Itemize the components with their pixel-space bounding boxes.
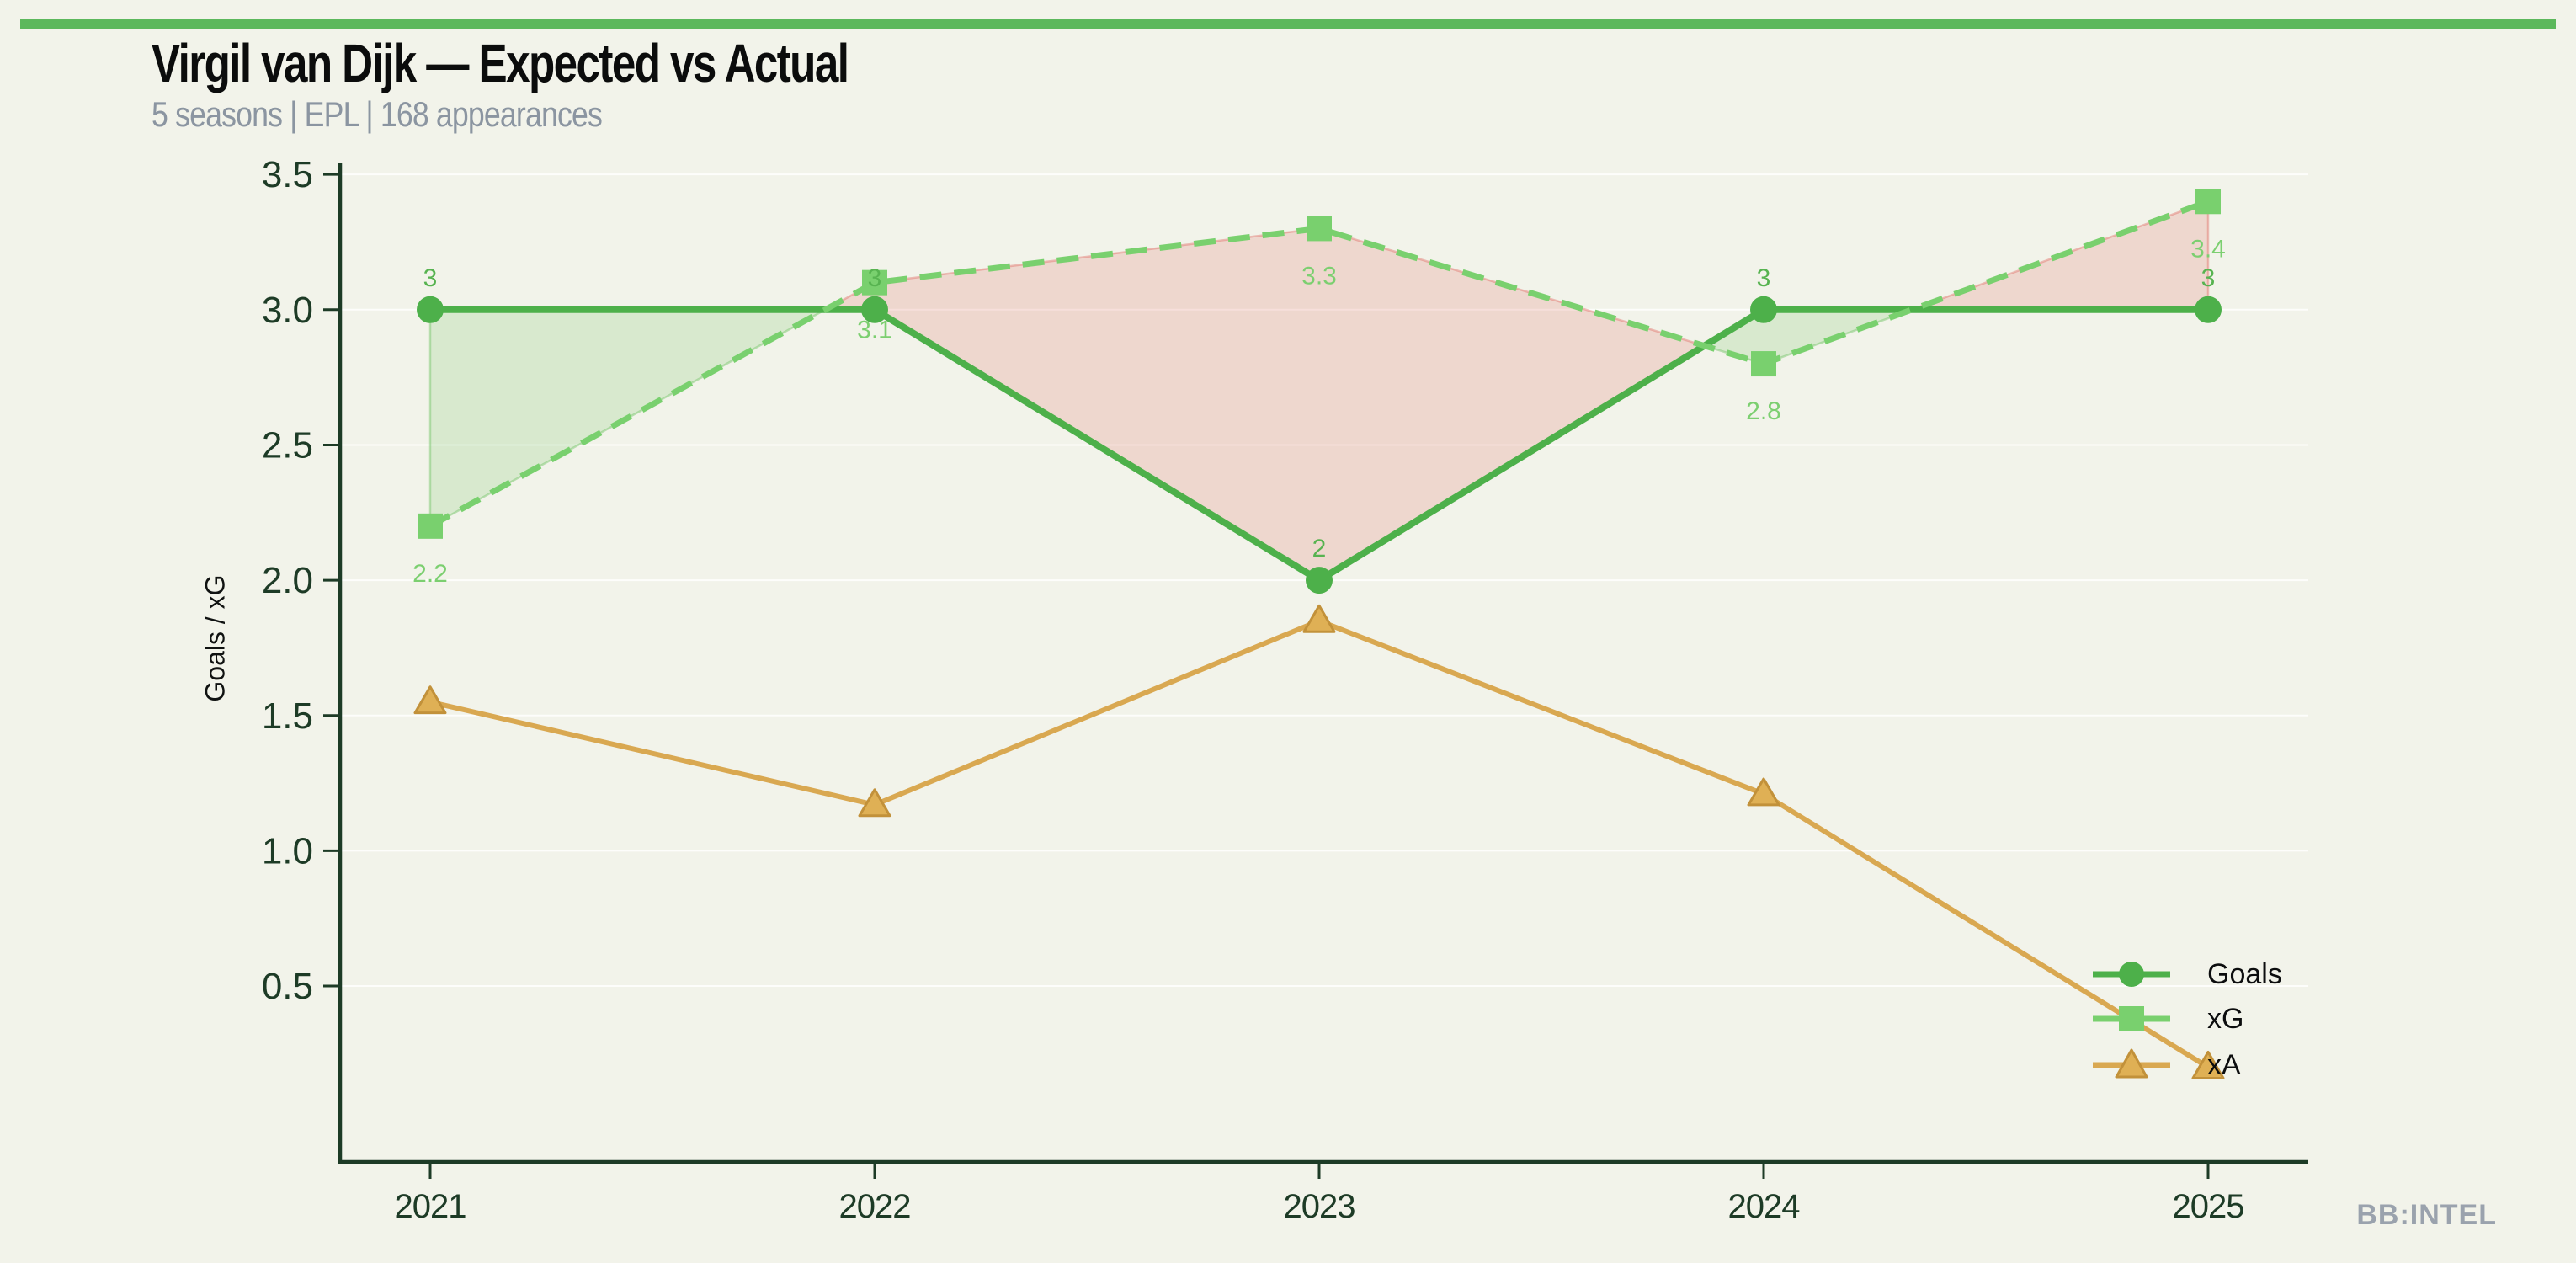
svg-text:2023: 2023 bbox=[1284, 1188, 1355, 1225]
page-subtitle: 5 seasons | EPL | 168 appearances bbox=[152, 94, 603, 134]
legend-item-xa: xA bbox=[2089, 1047, 2241, 1084]
svg-text:2.8: 2.8 bbox=[1746, 397, 1781, 425]
legend-label-goals: Goals bbox=[2207, 957, 2282, 990]
svg-text:3.5: 3.5 bbox=[262, 154, 313, 195]
svg-text:3.1: 3.1 bbox=[857, 317, 892, 344]
svg-text:2.5: 2.5 bbox=[262, 424, 313, 466]
svg-text:3.0: 3.0 bbox=[262, 290, 313, 331]
top-accent-bar bbox=[20, 19, 2556, 29]
brand-watermark: BB:INTEL bbox=[2356, 1199, 2497, 1231]
svg-text:3: 3 bbox=[2201, 264, 2216, 292]
svg-text:2.0: 2.0 bbox=[262, 560, 313, 601]
y-axis-title: Goals / xG bbox=[200, 574, 231, 702]
svg-text:2: 2 bbox=[1312, 535, 1327, 562]
legend-label-xg: xG bbox=[2207, 1002, 2244, 1035]
goals-line-circle-icon bbox=[2093, 962, 2170, 987]
svg-text:2022: 2022 bbox=[839, 1188, 911, 1225]
svg-text:3.4: 3.4 bbox=[2190, 235, 2226, 263]
svg-text:2025: 2025 bbox=[2173, 1188, 2244, 1225]
legend-label-xa: xA bbox=[2207, 1048, 2241, 1081]
svg-text:3: 3 bbox=[868, 264, 882, 292]
xa-line-triangle-icon bbox=[2093, 1048, 2170, 1079]
svg-text:1.5: 1.5 bbox=[262, 695, 313, 737]
svg-text:3.3: 3.3 bbox=[1301, 262, 1337, 290]
svg-text:1.0: 1.0 bbox=[262, 830, 313, 871]
svg-text:2.2: 2.2 bbox=[412, 560, 448, 588]
svg-text:2024: 2024 bbox=[1728, 1188, 1801, 1225]
svg-text:3: 3 bbox=[423, 264, 438, 292]
svg-text:2021: 2021 bbox=[395, 1188, 466, 1225]
legend-item-goals: Goals bbox=[2089, 956, 2282, 993]
page-title: Virgil van Dijk — Expected vs Actual bbox=[152, 33, 849, 93]
svg-text:0.5: 0.5 bbox=[262, 966, 313, 1007]
xg-line-square-icon bbox=[2093, 1006, 2170, 1031]
svg-text:3: 3 bbox=[1757, 264, 1771, 292]
legend-item-xg: xG bbox=[2089, 1000, 2243, 1037]
